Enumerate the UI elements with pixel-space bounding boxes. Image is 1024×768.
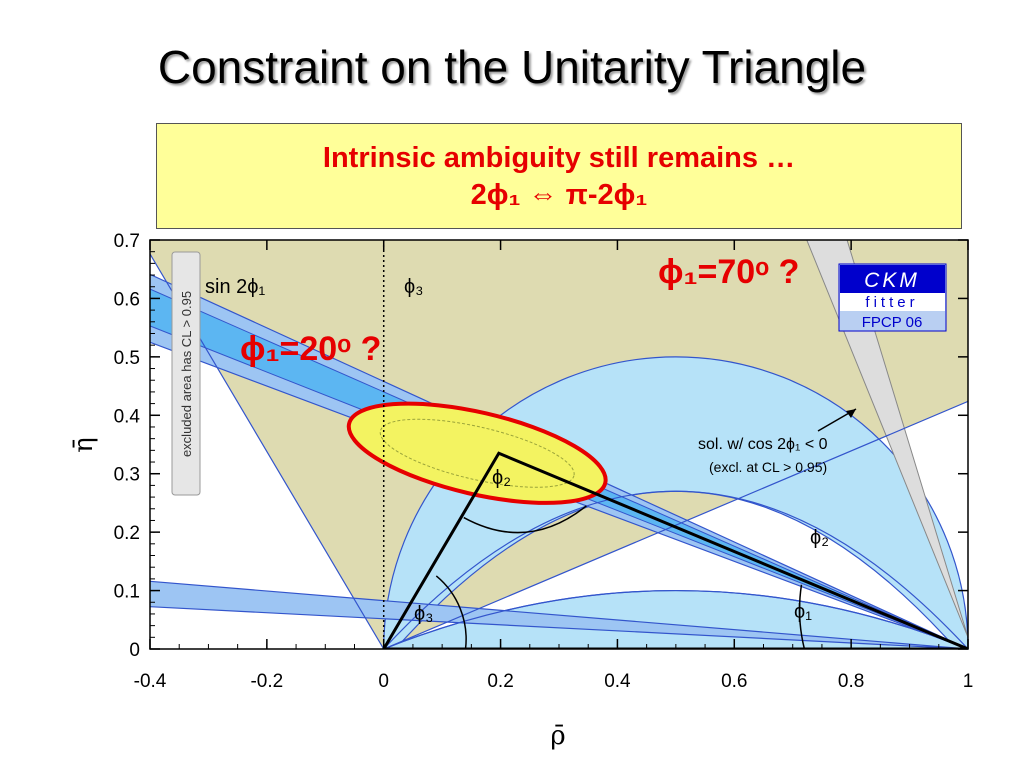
phi2-arc-lines [383,490,968,649]
logo-fpcp-text: FPCP 06 [862,314,923,331]
angle-arcs [435,505,806,649]
x-tick-label: 0.6 [721,671,747,692]
phi1-angle-label: ϕ₁ [794,601,812,623]
y-tick-label: 0.5 [114,348,140,369]
x-tick-label: -0.2 [250,671,283,692]
sol-excl-label: (excl. at CL > 0.95) [709,459,827,475]
logo-ckm-text: CKM [864,269,920,292]
x-tick-label: 0 [378,671,389,692]
callout-line-1: Intrinsic ambiguity still remains … [322,142,796,174]
unitarity-triangle [381,451,968,649]
phi2-right-label: ϕ₂ [810,527,829,549]
x-tick-label: 0.4 [604,671,631,692]
phi2-inner-label: ϕ₂ [492,467,511,489]
logo-fitter-box [840,293,945,311]
slide-title: Constraint on the Unitarity Triangle [157,41,867,93]
sol-arrowhead [846,409,856,418]
sol-cos-label: sol. w/ cos 2ϕ₁ < 0 [698,436,828,453]
y-tick-label: 0.7 [114,231,140,252]
logo-ckm-box [840,265,945,293]
x-tick-label: 1 [963,671,974,692]
ckmfitter-logo: CKM fitter FPCP 06 [838,263,947,332]
apex-fit-contour [346,401,608,505]
annotation-phi1-20: ϕ₁=20ᵒ ? [240,330,381,368]
x-axis-label: ρ̄ [550,721,565,751]
ambiguity-callout: Intrinsic ambiguity still remains … 2ϕ₁ … [156,123,962,229]
y-axis-ticks: 0 0.1 0.2 0.3 0.4 0.5 0.6 0.7 [114,231,968,661]
y-tick-label: 0.4 [114,406,141,427]
y-tick-label: 0.1 [114,582,140,603]
y-axis-label: η̄ [69,437,99,453]
y-tick-label: 0 [129,640,140,661]
x-axis-ticks: -0.4 -0.2 0 0.2 0.4 0.6 0.8 1 [134,240,974,692]
phi3-top-label: ϕ₃ [404,276,423,298]
apex-fit-contour-inner [379,418,575,488]
excluded-note: excluded area has CL > 0.95 [179,291,194,457]
logo-fitter-text: fitter [865,294,918,311]
excluded-note-box [171,251,201,496]
sin2phi1-label: sin 2ϕ₁ [205,276,265,298]
y-tick-label: 0.6 [114,289,140,310]
x-tick-label: -0.4 [134,671,167,692]
sin2phi1-band-second-solution [150,580,968,649]
annotation-phi1-70: ϕ₁=70ᵒ ? [658,253,799,291]
callout-line-2: 2ϕ₁ ⇔ π-2ϕ₁ [470,179,648,211]
y-tick-label: 0.2 [114,523,140,544]
phi3-angle-label: ϕ₃ [414,603,433,625]
x-tick-label: 0.2 [487,671,513,692]
x-tick-label: 0.8 [838,671,864,692]
y-tick-label: 0.3 [114,465,140,486]
